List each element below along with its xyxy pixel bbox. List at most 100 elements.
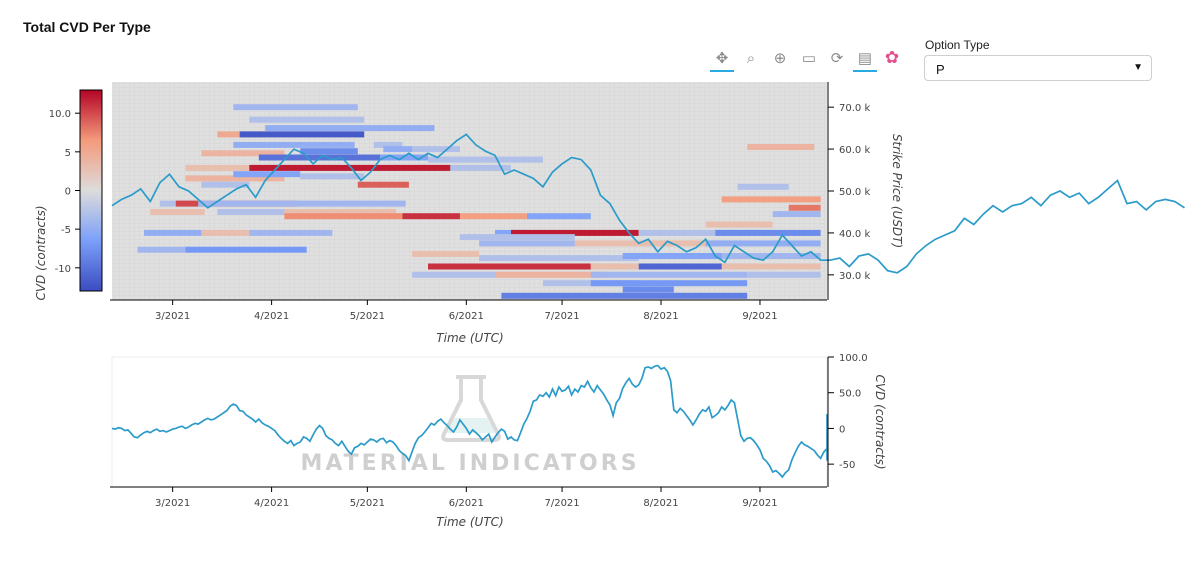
colorbar-ticks: 10.0 5 0 -5 -10 — [49, 109, 80, 275]
save-icon: ▭ — [801, 50, 817, 67]
save-tool[interactable]: ▭ — [797, 46, 821, 70]
x-tick-label: 5/2021 — [350, 311, 385, 322]
heatmap-cell — [479, 255, 639, 262]
x-tick-label: 9/2021 — [742, 311, 777, 322]
heatmap-cell — [380, 154, 428, 161]
heatmap-cell — [495, 229, 527, 236]
heatmap-cell — [185, 246, 307, 253]
heatmap-cell — [233, 104, 358, 111]
x-tick-label: 4/2021 — [254, 311, 289, 322]
x-tick-label: 8/2021 — [643, 311, 678, 322]
x-tick-label: 9/2021 — [742, 498, 777, 509]
heatmap-cell — [412, 271, 495, 278]
heatmap-cell — [300, 148, 358, 155]
y-tick-label: 70.0 k — [839, 103, 870, 114]
heatmap-cell — [495, 271, 607, 278]
heatmap-cell — [249, 116, 365, 123]
heatmap-cell — [622, 286, 674, 293]
heatmap-cell — [590, 263, 639, 270]
heatmap-y-axis-label: Strike Price (USDT) — [890, 134, 904, 248]
bokeh-logo[interactable]: ✿ — [880, 46, 904, 70]
heatmap-cell — [412, 146, 460, 153]
heatmap-cell — [249, 164, 451, 171]
heatmap-cell — [527, 213, 591, 220]
hover-icon: ▤ — [857, 50, 873, 67]
heatmap-x-ticks: 3/2021 4/2021 5/2021 6/2021 7/2021 8/2021 9/20… — [155, 300, 778, 322]
heatmap-cell — [511, 229, 639, 236]
y-tick-label: -50 — [839, 460, 855, 471]
heatmap-cell — [450, 164, 511, 171]
heatmap-cell — [233, 171, 301, 178]
heatmap-cell — [501, 292, 748, 299]
heatmap-cell — [185, 175, 285, 182]
heatmap-cell — [574, 240, 722, 247]
heatmap-cell — [721, 253, 821, 259]
hover-tool[interactable]: ▤ — [853, 46, 877, 72]
heatmap-cell — [747, 271, 821, 278]
box-zoom-tool[interactable]: ⌕ — [739, 46, 763, 70]
y-tick-label: 100.0 — [839, 353, 868, 364]
page-title: Total CVD Per Type — [23, 19, 151, 35]
heatmap-cell — [383, 146, 412, 153]
x-tick-label: 5/2021 — [350, 498, 385, 509]
heatmap-cell — [143, 229, 202, 236]
heatmap-cell — [239, 131, 365, 138]
heatmap-cell — [479, 240, 575, 247]
colorbar-tick-label: -5 — [61, 225, 71, 236]
heatmap-cell — [721, 196, 821, 203]
heatmap-cell — [150, 209, 205, 215]
heatmap-cell — [638, 263, 748, 270]
heatmap-cell — [721, 263, 821, 270]
heatmap-cell — [373, 141, 403, 148]
y-tick-label: 50.0 — [839, 389, 861, 400]
heatmap-cell — [428, 263, 591, 270]
pan-tool[interactable]: ✥ — [710, 46, 734, 72]
heatmap-cell — [590, 280, 748, 287]
option-type-select[interactable]: P ▼ — [924, 55, 1152, 81]
heatmap-cell — [402, 213, 460, 220]
heatmap-cell — [747, 144, 815, 150]
heatmap-cell — [233, 141, 355, 148]
heatmap-cell — [185, 164, 250, 171]
colorbar-tick-label: 5 — [65, 148, 71, 159]
heatmap-cell — [412, 250, 479, 257]
chart-toolbar: ✥ ⌕ ⊕ ▭ ⟳ ▤ ✿ — [708, 46, 908, 72]
x-tick-label: 6/2021 — [449, 311, 484, 322]
box-zoom-icon: ⌕ — [746, 49, 756, 67]
colorbar-tick-label: 10.0 — [49, 109, 71, 120]
heatmap-cell — [201, 150, 285, 157]
chevron-down-icon: ▼ — [1133, 62, 1143, 73]
heatmap-cell — [705, 221, 773, 228]
heatmap-cell — [772, 211, 821, 218]
heatmap-cell — [284, 209, 397, 215]
option-type-label: Option Type — [925, 38, 990, 52]
x-tick-label: 7/2021 — [544, 498, 579, 509]
cvd-y-ticks: 100.0 50.0 0 -50 — [828, 353, 868, 471]
price-line — [111, 133, 1185, 274]
heatmap-cell — [428, 156, 543, 163]
colorbar-title: CVD (contracts) — [34, 205, 48, 300]
heatmap-cell — [459, 234, 575, 241]
reset-icon: ⟳ — [830, 50, 844, 67]
x-tick-label: 6/2021 — [449, 498, 484, 509]
heatmap-cell — [788, 204, 821, 211]
y-tick-label: 0 — [839, 424, 845, 435]
heatmap-cell — [705, 240, 821, 247]
heatmap-cell — [459, 213, 527, 220]
heatmap-x-axis-label: Time (UTC) — [436, 331, 503, 345]
cvd-line — [111, 364, 828, 479]
reset-tool[interactable]: ⟳ — [825, 46, 849, 70]
heatmap-cell — [737, 183, 789, 190]
heatmap-cell — [249, 229, 333, 236]
heatmap-cell — [300, 173, 365, 180]
heatmap-y-ticks: 30.0 k 40.0 k 50.0 k 60.0 k 70.0 k — [828, 103, 870, 282]
colorbar-tick-label: 0 — [65, 187, 71, 198]
heatmap-cell — [357, 181, 409, 188]
colorbar-tick-label: -10 — [55, 264, 71, 275]
wheel-zoom-icon: ⊕ — [773, 50, 787, 67]
x-tick-label: 4/2021 — [254, 498, 289, 509]
heatmap-cell — [638, 229, 773, 236]
x-tick-label: 3/2021 — [155, 498, 190, 509]
y-tick-label: 30.0 k — [839, 271, 870, 282]
wheel-zoom-tool[interactable]: ⊕ — [768, 46, 792, 70]
